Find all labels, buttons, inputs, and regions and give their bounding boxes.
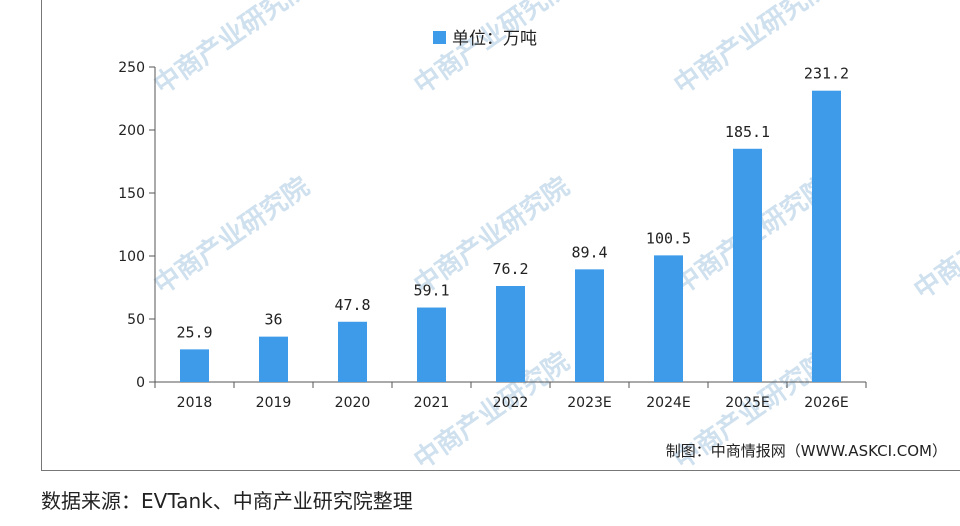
y-tick-label-0: 0: [136, 375, 145, 391]
watermark-1: 中商产业研究院: [148, 0, 315, 101]
x-tick-label-2023E: 2023E: [567, 395, 611, 411]
bar-2023E: [575, 269, 604, 382]
y-tick-label-250: 250: [118, 60, 145, 76]
data-label-2019: 36: [264, 311, 282, 329]
bars: [180, 90, 841, 383]
bar-2025E: [733, 148, 762, 382]
bar-2021: [417, 307, 446, 382]
chart-credit: 制图：中商情报网（WWW.ASKCI.COM）: [666, 442, 947, 460]
bar-2018: [180, 349, 209, 382]
watermark-4: 中商产业研究院: [148, 171, 315, 301]
source-caption: 数据来源：EVTank、中商产业研究院整理: [41, 489, 413, 513]
data-label-2018: 25.9: [176, 323, 212, 341]
x-tick-label-2018: 2018: [177, 395, 213, 411]
x-tick-label-2019: 2019: [256, 395, 292, 411]
x-tick-label-2025E: 2025E: [725, 395, 769, 411]
watermark-3: 中商产业研究院: [668, 0, 835, 101]
data-label-2020: 47.8: [334, 296, 370, 314]
watermark-2: 中商产业研究院: [408, 0, 575, 101]
bar-2019: [259, 336, 288, 382]
data-label-2023E: 89.4: [571, 243, 607, 261]
x-tick-label-2026E: 2026E: [804, 395, 848, 411]
legend: 单位：万吨: [433, 29, 537, 49]
chart-frame: 中商产业研究院 中商产业研究院 中商产业研究院 中商产业研究院 中商产业研究院 中商产业研…: [41, 0, 960, 471]
watermark-9: 中商产业研究院: [908, 176, 960, 306]
y-tick-label-100: 100: [118, 249, 145, 265]
data-label-2021: 59.1: [413, 282, 449, 300]
y-tick-label-200: 200: [118, 123, 145, 139]
data-label-2026E: 231.2: [804, 65, 849, 83]
legend-swatch: [433, 31, 446, 44]
y-tick-label-150: 150: [118, 186, 145, 202]
x-tick-label-2022: 2022: [493, 395, 529, 411]
data-labels: 25.9 36 47.8 59.1 76.2 89.4 100.5 185.1 231.2: [176, 65, 849, 342]
bar-2022: [496, 285, 525, 382]
data-label-2022: 76.2: [492, 260, 528, 278]
x-tick-label-2020: 2020: [335, 395, 371, 411]
bar-2026E: [812, 90, 841, 383]
y-tick-label-50: 50: [127, 312, 145, 328]
data-label-2025E: 185.1: [725, 123, 770, 141]
x-tick-label-2021: 2021: [414, 395, 450, 411]
bar-2020: [338, 321, 367, 382]
bar-2024E: [654, 255, 683, 382]
x-tick-label-2024E: 2024E: [646, 395, 690, 411]
legend-label: 单位：万吨: [452, 29, 537, 49]
data-label-2024E: 100.5: [646, 229, 691, 247]
